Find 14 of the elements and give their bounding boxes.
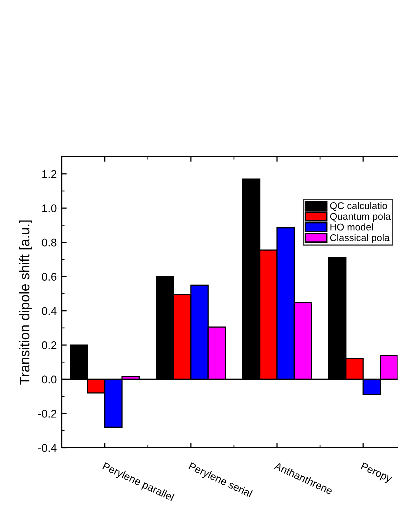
y-tick-label: 1.2 [42, 170, 57, 178]
legend-label: Classical pola [330, 234, 390, 244]
y-tick-label: 1.0 [42, 204, 57, 212]
y-tick-label: 0.2 [42, 342, 57, 350]
y-tick-label: 0.0 [42, 376, 57, 384]
y-tick-label: 0.6 [42, 273, 57, 281]
y-tick-label: 0.8 [42, 238, 57, 247]
y-tick-label: -0.4 [38, 444, 57, 452]
legend-label: Quantum pola [330, 212, 391, 222]
y-tick-label: -0.2 [38, 410, 57, 418]
y-tick-label: 0.4 [42, 307, 57, 316]
y-axis-title: Transition dipole shift [a.u.] [19, 220, 32, 385]
legend-label: QC calculatio [330, 202, 388, 212]
legend-label: HO model [330, 224, 374, 231]
